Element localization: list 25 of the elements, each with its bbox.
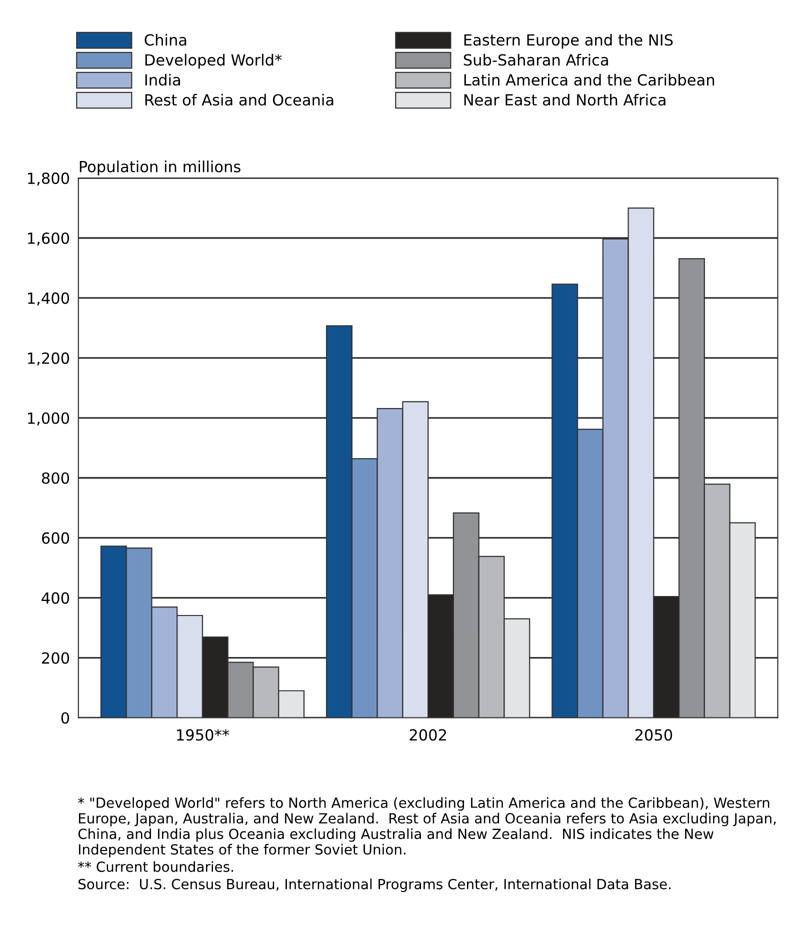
legend-label: Rest of Asia and Oceania: [145, 94, 334, 106]
y-tick-label: 400: [42, 592, 70, 604]
y-tick-label: 600: [42, 532, 70, 544]
y-tick-label: 1,800: [28, 172, 70, 186]
text: ** Current boundaries.: [78, 861, 234, 872]
y-tick-label: 200: [42, 652, 70, 664]
legend-label: Latin America and the Caribbean: [464, 74, 714, 86]
x-tick-label: 2002: [410, 729, 446, 741]
legend-label: Eastern Europe and the NIS: [464, 34, 673, 49]
y-tick-label: 1,400: [28, 292, 70, 306]
source-note: Source: U.S. Census Bureau, International Programs Center, International Data Base.: [78, 878, 670, 892]
y-tick-label: 1,200: [28, 352, 70, 366]
legend-label: Developed World*: [145, 54, 282, 69]
x-tick-label: 1950**: [177, 729, 230, 741]
y-axis-title: Population in millions: [80, 160, 240, 176]
y-tick-label: 1,600: [28, 232, 70, 246]
legend-label: Near East and North Africa: [464, 94, 666, 106]
x-tick-label: 2050: [635, 729, 672, 741]
legend-label: China: [144, 34, 186, 46]
legend-label: India: [145, 74, 180, 86]
y-tick-label: 800: [42, 472, 70, 484]
y-tick-label: 0: [61, 712, 70, 724]
legend-label: Sub-Saharan Africa: [464, 54, 608, 66]
y-tick-label: 1,000: [28, 412, 70, 426]
text: * "Developed World" refers to North America (excluding Latin America and the Caribbean), Western Europe, Japan, Australia, and New Zealand. Rest of Asia and Oceania refers to Asia excluding Japan, China, and India plus Oceania excluding Australia and New Zealand. NIS indicates the New Independent States of the former Soviet Union.: [78, 797, 776, 858]
